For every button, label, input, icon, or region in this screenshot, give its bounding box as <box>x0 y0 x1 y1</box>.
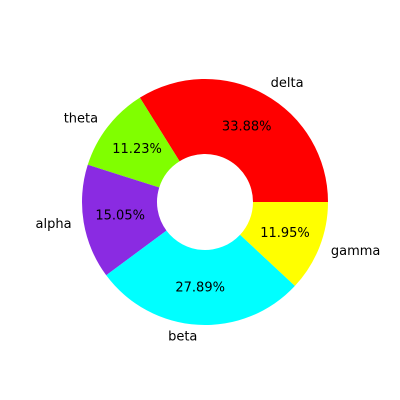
slice-delta <box>139 79 328 202</box>
slice-label-gamma: gamma <box>331 244 381 259</box>
pct-label-gamma: 11.95% <box>260 226 310 241</box>
slice-label-delta: delta <box>271 76 304 91</box>
pct-label-theta: 11.23% <box>112 142 162 157</box>
slice-gamma <box>240 202 328 286</box>
pct-label-alpha: 15.05% <box>95 209 145 224</box>
slice-alpha <box>81 164 167 276</box>
slice-theta <box>87 97 180 188</box>
pct-label-beta: 27.89% <box>175 280 225 295</box>
slice-beta <box>106 230 295 325</box>
slice-label-alpha: alpha <box>36 217 72 232</box>
slice-label-theta: theta <box>64 112 98 127</box>
pct-label-delta: 33.88% <box>222 119 272 134</box>
slice-label-beta: beta <box>168 330 197 345</box>
